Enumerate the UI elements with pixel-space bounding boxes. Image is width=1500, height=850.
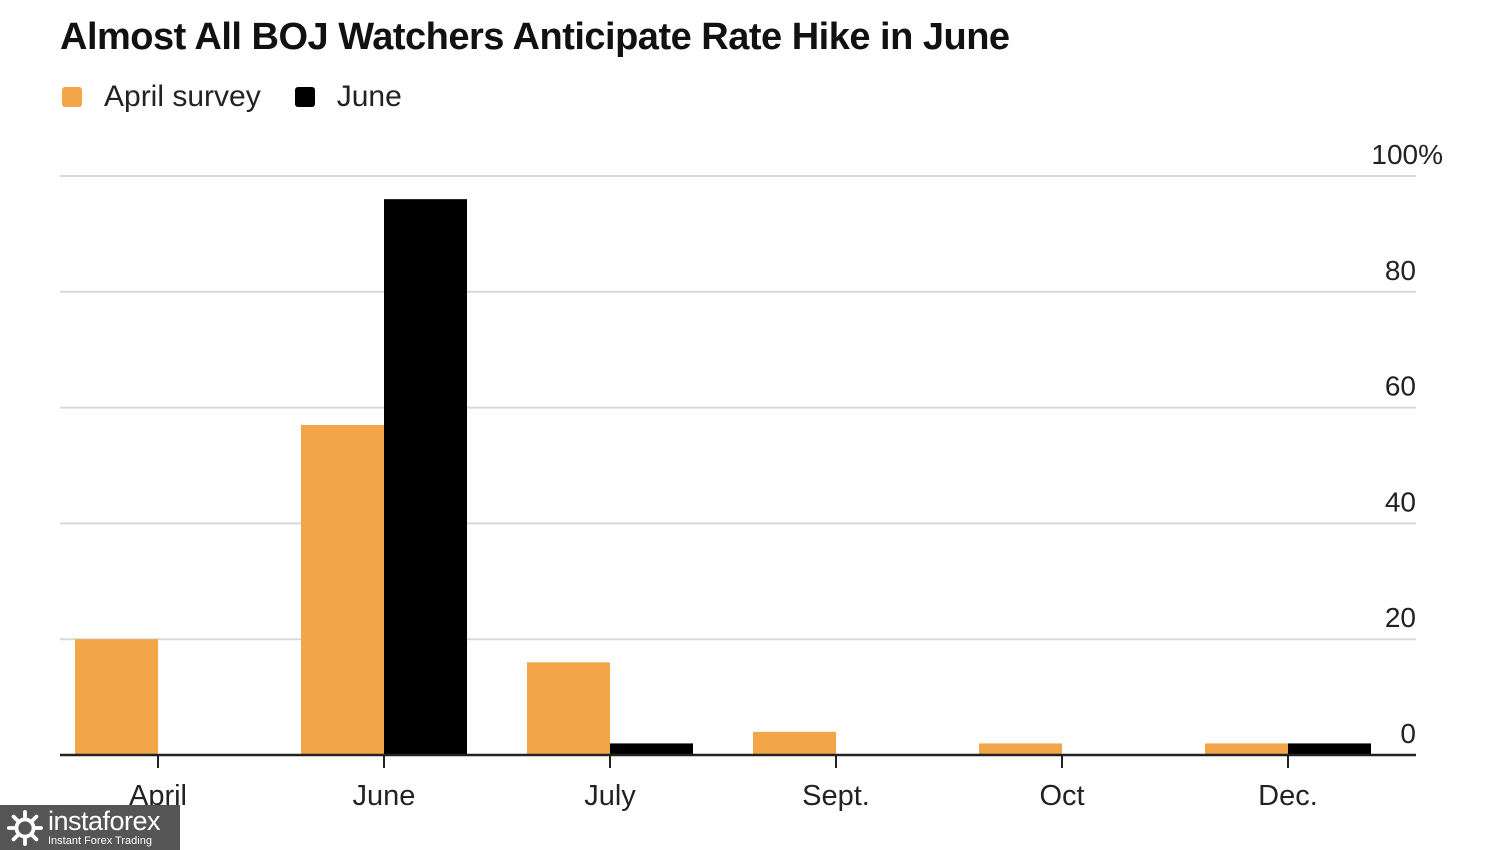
y-tick-label-60: 60 (1385, 371, 1416, 402)
legend-item-june: June (294, 80, 402, 114)
y-tick-label-0: 0 (1400, 718, 1416, 749)
legend-item-april-survey: April survey (62, 80, 261, 114)
y-tick-label-20: 20 (1385, 602, 1416, 633)
legend: April survey June (62, 80, 436, 114)
legend-label-april-survey: April survey (104, 80, 261, 113)
watermark-brand: instaforex (48, 806, 161, 836)
x-tick-label-oct: Oct (1039, 780, 1084, 812)
legend-swatch-june (294, 87, 315, 107)
bar-june-july (610, 743, 693, 755)
bar-april-survey-oct (979, 743, 1062, 755)
chart-title: Almost All BOJ Watchers Anticipate Rate … (60, 16, 1010, 58)
bar-april-survey-july (527, 662, 610, 755)
bar-april-survey-april (75, 639, 158, 755)
watermark: instaforex Instant Forex Trading (0, 805, 180, 850)
bar-april-survey-dec (1205, 743, 1288, 755)
x-tick-label-dec: Dec. (1258, 780, 1318, 812)
instaforex-logo-icon (6, 809, 44, 846)
legend-swatch-april-survey (62, 87, 82, 107)
y-tick-label-100: 100% (1371, 139, 1443, 170)
x-tick-label-july: July (584, 780, 636, 812)
bar-april-survey-june (301, 424, 384, 755)
y-tick-label-40: 40 (1385, 486, 1416, 517)
y-tick-label-80: 80 (1385, 255, 1416, 286)
bar-april-survey-sept (753, 731, 836, 755)
x-tick-label-sept: Sept. (802, 780, 870, 812)
x-tick-label-june: June (353, 780, 416, 812)
legend-label-june: June (336, 80, 402, 113)
watermark-tagline: Instant Forex Trading (48, 835, 152, 847)
bar-june-dec (1288, 743, 1371, 755)
bar-june-june (384, 199, 467, 755)
